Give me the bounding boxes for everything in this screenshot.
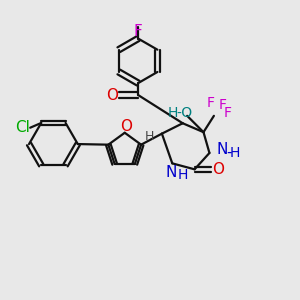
Text: H: H [167,106,178,120]
Text: F: F [219,98,227,112]
Text: F: F [207,96,215,110]
Text: F: F [223,106,231,120]
Text: Cl: Cl [15,120,30,135]
Text: H: H [178,168,188,182]
Text: -O: -O [176,106,192,120]
Text: O: O [106,88,118,103]
Text: -: - [227,145,232,160]
Text: H: H [230,146,240,160]
Text: H: H [145,130,154,143]
Text: N: N [217,142,228,157]
Text: O: O [120,119,132,134]
Text: O: O [212,162,224,177]
Text: F: F [134,24,142,39]
Text: N: N [165,165,176,180]
